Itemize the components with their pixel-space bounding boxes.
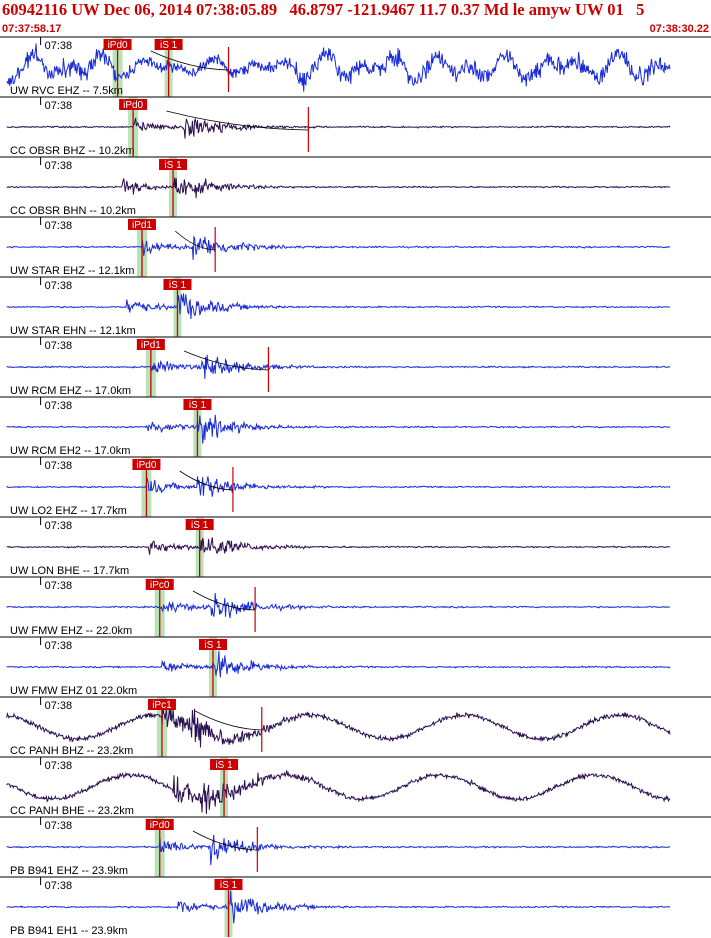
coda-envelope (174, 230, 216, 251)
tick-label: 07:38 (45, 400, 73, 412)
tick-label: 07:38 (45, 220, 73, 232)
waveform-4 (6, 293, 671, 320)
waveform-14 (6, 890, 671, 924)
p-pick-label: iPd0 (136, 460, 156, 471)
p-pick-box (132, 459, 161, 470)
s-pick-label: iS 1 (164, 160, 182, 171)
trace-label: UW STAR EHZ -- 12.1km (10, 265, 134, 277)
coda-envelope (192, 830, 258, 851)
waveform-12 (6, 770, 671, 815)
coda-envelope (150, 50, 229, 71)
waveform-6 (6, 414, 671, 444)
tick-label: 07:38 (45, 280, 73, 292)
p-pick-label: iPd1 (132, 220, 152, 231)
tick-label: 07:38 (45, 760, 73, 772)
coda-envelope (195, 710, 262, 731)
coda-envelope (183, 350, 269, 371)
start-time: 07:37:58.17 (2, 23, 62, 35)
s-pick-label: iS 1 (215, 760, 233, 771)
waveform-5 (6, 354, 671, 379)
tick-label: 07:38 (45, 520, 73, 532)
tick-label: 07:38 (45, 700, 73, 712)
p-pick-label: iPc1 (152, 700, 172, 711)
coda-envelope (192, 590, 256, 611)
s-pick-label: iS 1 (204, 640, 222, 651)
p-pick-box (127, 219, 156, 230)
p-pick-label: iPc0 (150, 580, 170, 591)
tick-label: 07:38 (45, 340, 73, 352)
s-pick-box (210, 759, 239, 770)
p-pick-box (147, 699, 176, 710)
waveforms (6, 43, 671, 924)
trace-label: UW FMW EHZ 01 22.0km (10, 685, 137, 697)
trace-label: UW LON BHE -- 17.7km (10, 565, 129, 577)
waveform-13 (6, 834, 671, 866)
end-time: 07:38:30.22 (649, 23, 709, 35)
pick-marks: iPd0 iS 1 iPd0 iS 1 iPd1 iS 1 iPd1 iS 1 iPd0 iS 1… (103, 39, 309, 937)
trace-grid: 07:38 UW RVC EHZ -- 7.5km 07:38 CC OBSR BHZ… (0, 36, 711, 937)
p-pick-box (145, 819, 174, 830)
s-pick-box (159, 159, 188, 170)
tick-label: 07:38 (45, 820, 73, 832)
tick-label: 07:38 (45, 580, 73, 592)
waveform-1 (6, 117, 671, 139)
trace-label: UW LO2 EHZ -- 17.7km (10, 505, 127, 517)
s-pick-box (198, 639, 227, 650)
trace-label: CC PANH BHE -- 23.2km (10, 805, 134, 817)
trace-label: CC OBSR BHN -- 10.2km (10, 205, 136, 217)
tick-label: 07:38 (45, 160, 73, 172)
s-pick-label: iS 1 (160, 40, 178, 51)
p-pick-label: iPd1 (141, 340, 161, 351)
trace-label: CC OBSR BHZ -- 10.2km (10, 145, 135, 157)
s-pick-box (185, 519, 214, 530)
coda-envelope (166, 110, 309, 131)
p-pick-box (103, 39, 132, 50)
event-header: 60942116 UW Dec 06, 2014 07:38:05.89 46.… (2, 0, 645, 19)
s-pick-label: iS 1 (169, 280, 187, 291)
s-pick-label: iS 1 (191, 520, 209, 531)
waveform-2 (6, 177, 671, 199)
waveform-3 (6, 235, 671, 260)
trace-label: UW STAR EHN -- 12.1km (10, 325, 136, 337)
p-pick-label: iPd0 (123, 100, 143, 111)
waveform-9 (6, 592, 671, 618)
tick-label: 07:38 (45, 640, 73, 652)
tick-label: 07:38 (45, 880, 73, 892)
p-pick-label: iPd0 (108, 40, 128, 51)
waveform-11 (6, 699, 671, 748)
waveform-7 (6, 476, 671, 497)
waveform-8 (6, 537, 671, 555)
s-pick-box (154, 39, 183, 50)
s-pick-label: iS 1 (189, 400, 207, 411)
tick-label: 07:38 (45, 100, 73, 112)
s-pick-box (163, 279, 192, 290)
waveform-10 (6, 650, 671, 678)
s-pick-box (183, 399, 212, 410)
p-pick-box (145, 579, 174, 590)
tick-label: 07:38 (45, 40, 73, 52)
s-pick-box (214, 879, 243, 890)
trace-label: CC PANH BHZ -- 23.2km (10, 745, 133, 757)
coda-envelope (179, 470, 233, 491)
s-pick-label: iS 1 (220, 880, 238, 891)
p-pick-box (136, 339, 165, 350)
p-pick-box (119, 99, 148, 110)
p-pick-label: iPd0 (150, 820, 170, 831)
trace-label: UW RCM EHZ -- 17.0km (10, 385, 131, 397)
trace-label: PB B941 EH1 -- 23.9km (10, 925, 127, 937)
trace-label: PB B941 EHZ -- 23.9km (10, 865, 128, 877)
trace-label: UW RVC EHZ -- 7.5km (10, 85, 123, 97)
trace-label: UW RCM EH2 -- 17.0km (10, 445, 130, 457)
trace-label: UW FMW EHZ -- 22.0km (10, 625, 132, 637)
tick-label: 07:38 (45, 460, 73, 472)
